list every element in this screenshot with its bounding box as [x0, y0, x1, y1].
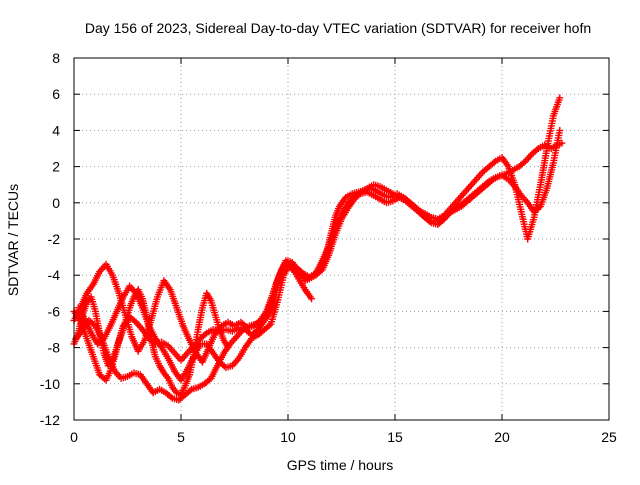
data-point	[484, 178, 492, 186]
data-marks	[70, 94, 566, 404]
data-point	[556, 126, 564, 134]
data-point	[186, 387, 194, 395]
y-tick-label: -4	[48, 267, 61, 283]
data-point	[130, 317, 138, 325]
x-tick-label: 0	[70, 429, 78, 445]
series-track-5	[70, 286, 232, 399]
y-tick-labels: -12 -10 -8 -6 -4 -2 0 2 4 6 8	[40, 50, 60, 428]
data-point	[349, 195, 357, 203]
series-track-1	[70, 139, 566, 384]
data-point	[224, 344, 232, 352]
data-point	[413, 205, 421, 213]
x-tick-labels: 0 5 10 15 20 25	[70, 429, 617, 445]
data-point	[297, 268, 305, 276]
grid-lines	[73, 57, 610, 421]
plot-frame	[73, 57, 610, 421]
y-tick-label: -8	[48, 340, 61, 356]
x-tick-label: 15	[387, 429, 403, 445]
x-tick-label: 10	[280, 429, 296, 445]
x-tick-label: 25	[601, 429, 617, 445]
y-tick-label: -6	[48, 303, 61, 319]
x-axis-label: GPS time / hours	[287, 457, 394, 473]
data-point	[308, 295, 316, 303]
y-tick-label: 8	[52, 50, 60, 66]
data-point	[220, 362, 228, 370]
data-point	[265, 321, 273, 329]
y-tick-label: -2	[48, 231, 61, 247]
x-tick-label: 20	[494, 429, 510, 445]
chart-title: Day 156 of 2023, Sidereal Day-to-day VTE…	[85, 20, 591, 36]
y-axis-label: SDTVAR / TECUs	[5, 184, 21, 296]
data-point	[242, 322, 250, 330]
data-point	[490, 159, 498, 167]
y-tick-label: 0	[52, 195, 60, 211]
y-tick-label: 2	[52, 159, 60, 175]
y-tick-label: -12	[40, 412, 60, 428]
data-point	[167, 393, 175, 401]
x-tick-label: 5	[177, 429, 185, 445]
y-tick-label: 6	[52, 86, 60, 102]
data-point	[533, 146, 541, 154]
y-tick-label: -10	[40, 376, 60, 392]
y-tick-label: 4	[52, 122, 60, 138]
series-track-4	[70, 257, 316, 366]
data-point	[201, 330, 209, 338]
data-point	[556, 94, 564, 102]
data-point	[520, 159, 528, 167]
